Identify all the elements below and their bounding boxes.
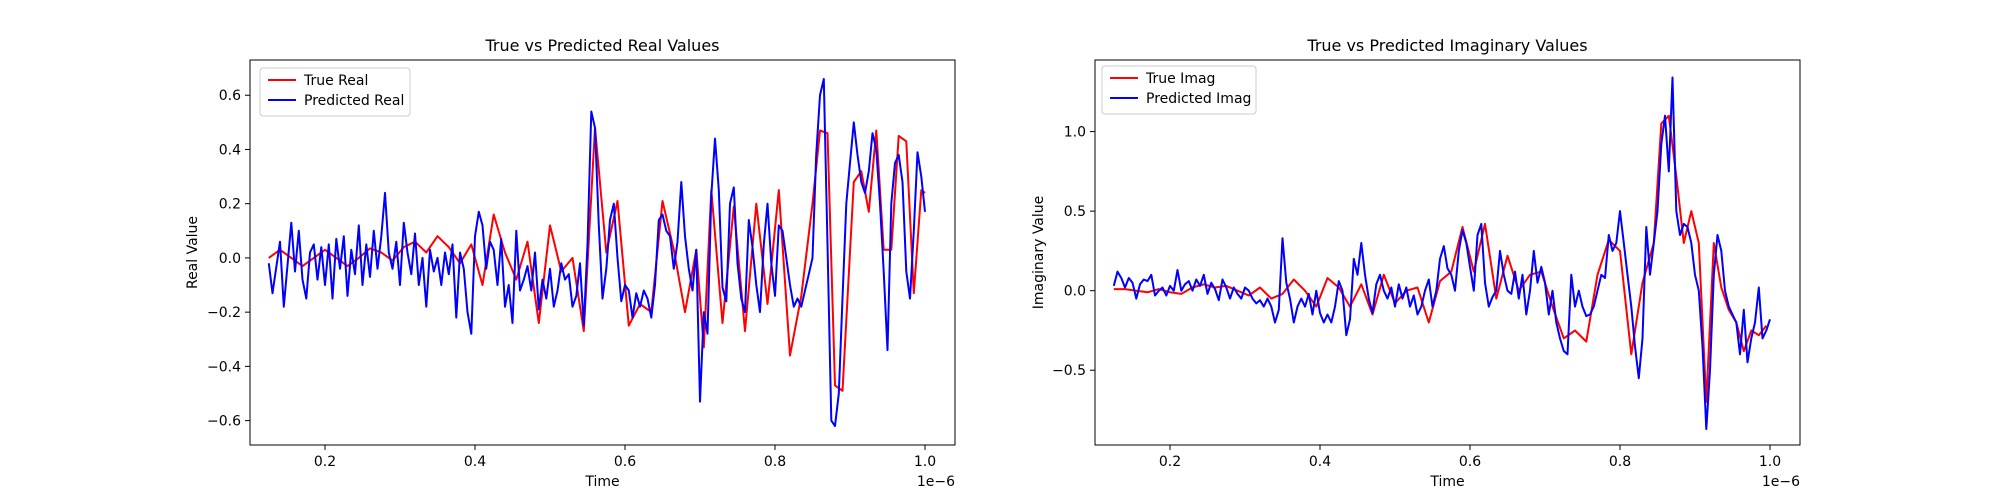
y-axis-label: Imaginary Value bbox=[1031, 196, 1047, 310]
real-values-subplot: True vs Predicted Real Values 0.2 0.4 0.6 0… bbox=[185, 36, 956, 490]
legend-box bbox=[1101, 65, 1257, 115]
series-layer bbox=[267, 78, 926, 427]
x-tick-label: 0.2 bbox=[1159, 454, 1181, 470]
x-offset-text: 1e−6 bbox=[917, 474, 955, 490]
axes-frame bbox=[249, 59, 956, 446]
y-tick-label: 0.0 bbox=[219, 251, 241, 267]
y-tick-label: 0.6 bbox=[219, 88, 241, 104]
y-tick-label: −0.5 bbox=[1052, 363, 1086, 379]
x-tick-label: 0.4 bbox=[1309, 454, 1331, 470]
y-axis-ticks: −0.6 −0.4 −0.2 0.0 0.2 0.4 0.6 bbox=[207, 88, 250, 430]
y-tick-label: 0.0 bbox=[1064, 284, 1086, 300]
x-axis-label: Time bbox=[584, 474, 619, 490]
y-tick-label: 0.2 bbox=[219, 197, 241, 213]
plot-title: True vs Predicted Real Values bbox=[484, 36, 719, 55]
imaginary-values-subplot: True vs Predicted Imaginary Values 0.2 0.… bbox=[1031, 36, 1801, 490]
x-offset-text: 1e−6 bbox=[1762, 474, 1800, 490]
y-tick-label: −0.6 bbox=[207, 414, 241, 430]
y-tick-label: 0.5 bbox=[1064, 204, 1086, 220]
x-tick-label: 0.6 bbox=[614, 454, 636, 470]
y-axis-ticks: −0.5 0.0 0.5 1.0 bbox=[1052, 125, 1095, 379]
x-tick-label: 0.4 bbox=[464, 454, 486, 470]
axes-frame bbox=[1094, 59, 1801, 446]
y-tick-label: 1.0 bbox=[1064, 125, 1086, 141]
legend-label: Predicted Real bbox=[304, 93, 404, 109]
series-line-predicted-imag bbox=[1112, 76, 1771, 431]
legend-label: True Real bbox=[303, 73, 368, 89]
legend-label: Predicted Imag bbox=[1146, 91, 1251, 107]
x-tick-label: 0.8 bbox=[764, 454, 786, 470]
y-tick-label: −0.2 bbox=[207, 305, 241, 321]
x-axis-ticks: 0.2 0.4 0.6 0.8 1.0 bbox=[314, 445, 936, 470]
x-axis-label: Time bbox=[1429, 474, 1464, 490]
series-line-predicted-real bbox=[267, 78, 926, 427]
plot-title: True vs Predicted Imaginary Values bbox=[1306, 36, 1587, 55]
legend: True Imag Predicted Imag bbox=[1101, 65, 1257, 115]
legend: True Real Predicted Real bbox=[259, 67, 411, 117]
x-tick-label: 0.8 bbox=[1609, 454, 1631, 470]
x-tick-label: 1.0 bbox=[1759, 454, 1781, 470]
x-tick-label: 1.0 bbox=[914, 454, 936, 470]
x-tick-label: 0.6 bbox=[1459, 454, 1481, 470]
series-line-true-real bbox=[268, 126, 926, 392]
legend-box bbox=[259, 67, 411, 117]
legend-label: True Imag bbox=[1145, 71, 1215, 87]
x-tick-label: 0.2 bbox=[314, 454, 336, 470]
y-tick-label: 0.4 bbox=[219, 142, 241, 158]
y-axis-label: Real Value bbox=[185, 216, 201, 289]
series-layer bbox=[1112, 76, 1771, 431]
y-tick-label: −0.4 bbox=[207, 359, 241, 375]
x-axis-ticks: 0.2 0.4 0.6 0.8 1.0 bbox=[1159, 445, 1781, 470]
